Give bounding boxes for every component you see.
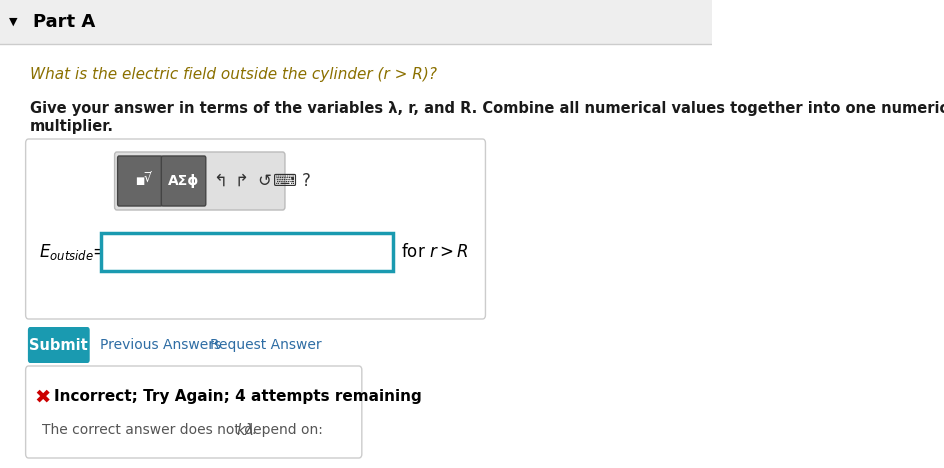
Text: The correct answer does not depend on:: The correct answer does not depend on: bbox=[42, 423, 328, 437]
Text: Request Answer: Request Answer bbox=[210, 338, 321, 352]
Text: =: = bbox=[92, 243, 106, 261]
FancyBboxPatch shape bbox=[28, 327, 90, 363]
Text: ▼: ▼ bbox=[9, 17, 18, 27]
Text: $E_{outside}$: $E_{outside}$ bbox=[40, 242, 94, 262]
Text: Previous Answers: Previous Answers bbox=[99, 338, 221, 352]
Text: ⌨: ⌨ bbox=[273, 172, 297, 190]
Text: ↱: ↱ bbox=[234, 172, 248, 190]
FancyBboxPatch shape bbox=[118, 156, 162, 206]
FancyBboxPatch shape bbox=[25, 366, 362, 458]
FancyBboxPatch shape bbox=[114, 152, 285, 210]
Text: multiplier.: multiplier. bbox=[30, 118, 114, 133]
FancyBboxPatch shape bbox=[0, 44, 712, 468]
FancyBboxPatch shape bbox=[161, 156, 206, 206]
Text: Submit: Submit bbox=[29, 337, 88, 352]
Text: What is the electric field outside the cylinder (r > R)?: What is the electric field outside the c… bbox=[30, 67, 437, 82]
Text: AΣϕ: AΣϕ bbox=[168, 174, 199, 188]
Text: .: . bbox=[251, 423, 256, 437]
FancyBboxPatch shape bbox=[25, 139, 485, 319]
Text: ■: ■ bbox=[135, 176, 144, 186]
Text: Incorrect; Try Again; 4 attempts remaining: Incorrect; Try Again; 4 attempts remaini… bbox=[54, 389, 422, 404]
Text: ?: ? bbox=[302, 172, 311, 190]
FancyBboxPatch shape bbox=[101, 233, 393, 271]
Text: Part A: Part A bbox=[33, 13, 95, 31]
Text: ✖: ✖ bbox=[34, 388, 50, 407]
Text: √̅: √̅ bbox=[143, 171, 152, 184]
Text: Give your answer in terms of the variables λ, r, and R. Combine all numerical va: Give your answer in terms of the variabl… bbox=[30, 101, 944, 116]
Text: for $r > R$: for $r > R$ bbox=[401, 243, 468, 261]
Text: ↰: ↰ bbox=[213, 172, 228, 190]
FancyBboxPatch shape bbox=[0, 0, 712, 44]
Text: $k\lambda$: $k\lambda$ bbox=[236, 422, 254, 438]
Text: ↺: ↺ bbox=[257, 172, 271, 190]
